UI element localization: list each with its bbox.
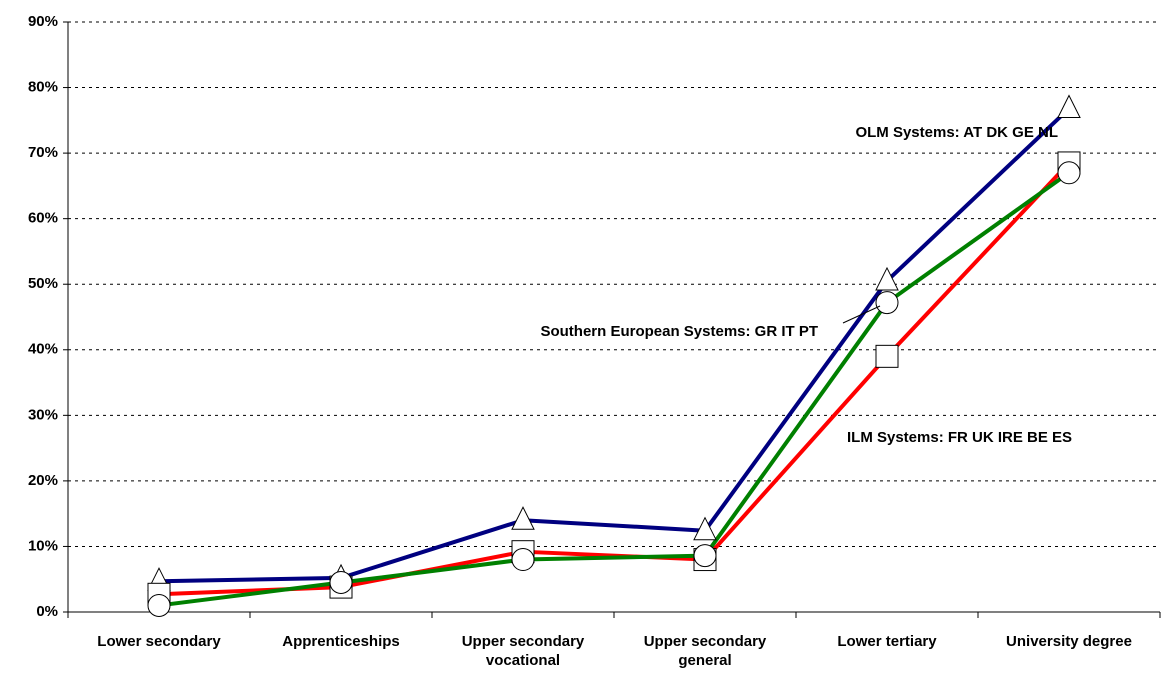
x-tick-label: Lower tertiary [837,633,937,650]
marker [1057,94,1081,119]
x-tick-label: Lower secondary [97,633,221,650]
marker [147,593,171,617]
marker [511,506,535,530]
y-tick-label: 50% [28,275,58,292]
marker [1057,161,1081,185]
series-label: Southern European Systems: GR IT PT [540,323,818,340]
x-tick-label: Upper secondary vocational [461,633,585,669]
marker [511,548,535,572]
y-tick-label: 30% [28,406,58,423]
marker [875,266,899,291]
y-tick-label: 0% [36,603,58,620]
marker [875,291,899,315]
y-tick-label: 20% [28,472,58,489]
x-tick-label: Upper secondary general [643,633,767,669]
y-tick-label: 80% [28,79,58,96]
y-tick-label: 60% [28,210,58,227]
marker [875,344,899,368]
y-tick-label: 10% [28,537,58,554]
series-label: ILM Systems: FR UK IRE BE ES [847,429,1072,446]
series-line [158,161,1071,597]
y-tick-label: 40% [28,341,58,358]
series-label: OLM Systems: AT DK GE NL [855,124,1058,141]
y-tick-label: 90% [28,13,58,30]
marker [329,571,353,594]
leader-line [842,305,881,324]
y-tick-label: 70% [28,144,58,161]
x-tick-label: University degree [1006,633,1132,650]
series-line [158,171,1071,608]
series-line [158,107,1071,584]
marker [693,544,717,568]
x-tick-label: Apprenticeships [282,633,400,650]
marker [693,516,717,541]
